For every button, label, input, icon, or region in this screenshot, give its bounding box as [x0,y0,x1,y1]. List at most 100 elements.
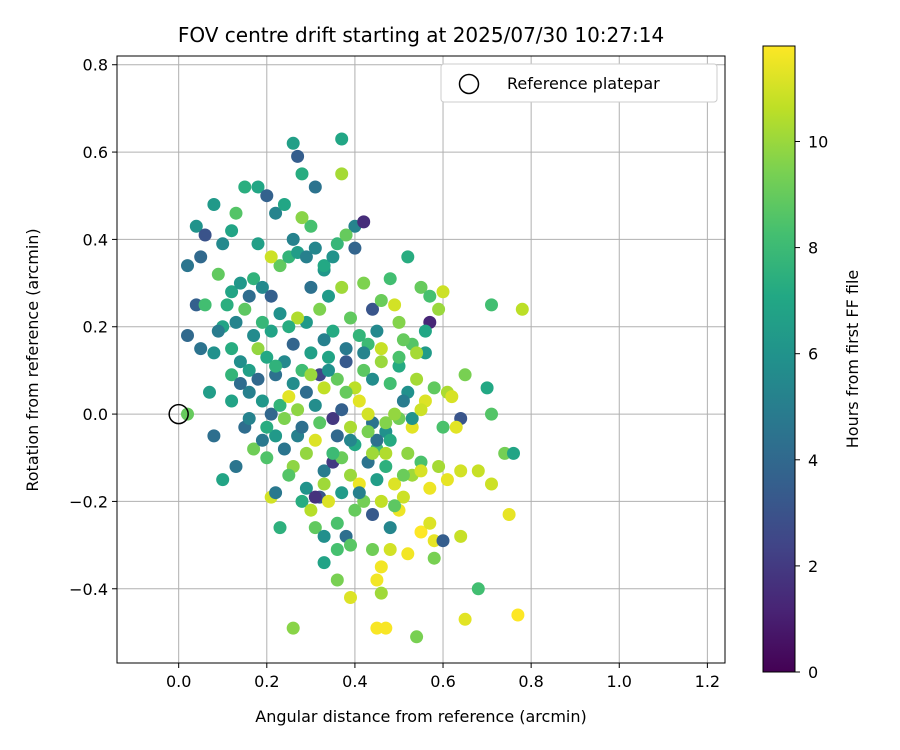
data-point [304,219,318,233]
data-point [361,407,375,421]
data-point [370,473,384,487]
data-point [388,407,402,421]
data-point [308,490,322,504]
data-point [410,630,424,644]
data-point [370,433,384,447]
data-point [286,337,300,351]
data-point [374,494,388,508]
x-tick-label: 0.6 [430,672,455,691]
data-point [454,529,468,543]
data-point [203,385,216,399]
data-point [317,381,331,395]
data-point [418,324,432,338]
data-point [291,403,305,417]
plot-frame [116,55,726,664]
data-point [255,280,269,294]
data-point [330,516,344,530]
data-point [286,621,300,635]
data-point [282,390,296,404]
reference-platepar-marker [168,403,189,425]
data-point [414,525,428,539]
data-points [181,132,529,644]
data-point [410,346,424,360]
data-point [308,241,322,255]
data-point [229,315,243,329]
data-point [511,608,525,622]
data-point [233,276,247,290]
data-point [414,280,428,294]
data-point [304,346,318,360]
data-point [304,368,318,382]
data-point [260,189,274,203]
data-point [299,250,313,264]
data-point [330,372,344,386]
data-point [269,206,283,220]
data-point [295,494,309,508]
data-point [344,468,357,482]
data-point [383,377,397,390]
data-point [392,350,406,364]
data-point [269,359,283,373]
data-point [255,394,269,408]
data-point [366,508,379,521]
data-point [330,429,344,443]
data-point [308,521,322,535]
data-point [229,460,243,473]
data-point [330,543,344,556]
data-point [485,298,498,312]
data-point [344,591,357,604]
colorbar [762,45,796,673]
data-point [374,560,388,574]
data-point [189,219,203,233]
x-axis-label: Angular distance from reference (arcmin) [255,707,586,726]
colorbar-tick-label: 8 [808,239,818,258]
data-point [247,272,261,286]
data-point [471,464,485,478]
legend-box [440,63,718,103]
data-point [352,486,366,500]
data-point [383,543,397,556]
data-point [238,302,252,316]
data-point [198,228,212,242]
data-point [374,342,388,356]
data-point [396,490,410,504]
data-point [388,298,402,312]
data-point [225,394,239,408]
data-point [220,298,234,312]
data-point [401,547,415,561]
legend: Reference platepar [440,63,718,103]
data-point [374,355,388,369]
data-point [348,503,362,517]
data-point [304,280,318,294]
data-point [374,294,388,307]
data-point [339,385,353,399]
data-point [388,477,402,491]
data-point [414,403,428,417]
data-point [458,612,472,626]
x-tick-label: 0.4 [342,672,367,691]
data-point [471,582,485,596]
x-tick-label: 1.2 [695,672,720,691]
data-point [299,481,313,495]
data-point [251,180,265,194]
data-point [335,132,349,146]
colorbar-tick-label: 2 [808,557,818,576]
data-point [216,237,230,251]
data-point [330,237,344,251]
data-point [269,429,283,443]
chart-title: FOV centre drift starting at 2025/07/30 … [178,23,664,47]
data-point [317,556,331,570]
data-point [436,285,450,299]
data-point [379,416,393,430]
data-point [507,446,520,460]
data-point [317,333,331,347]
data-point [445,390,459,404]
data-point [379,460,393,473]
data-point [260,451,274,465]
colorbar-label: Hours from first FF file [843,270,862,449]
data-point [396,333,410,347]
data-point [198,298,212,312]
data-point [383,433,397,447]
